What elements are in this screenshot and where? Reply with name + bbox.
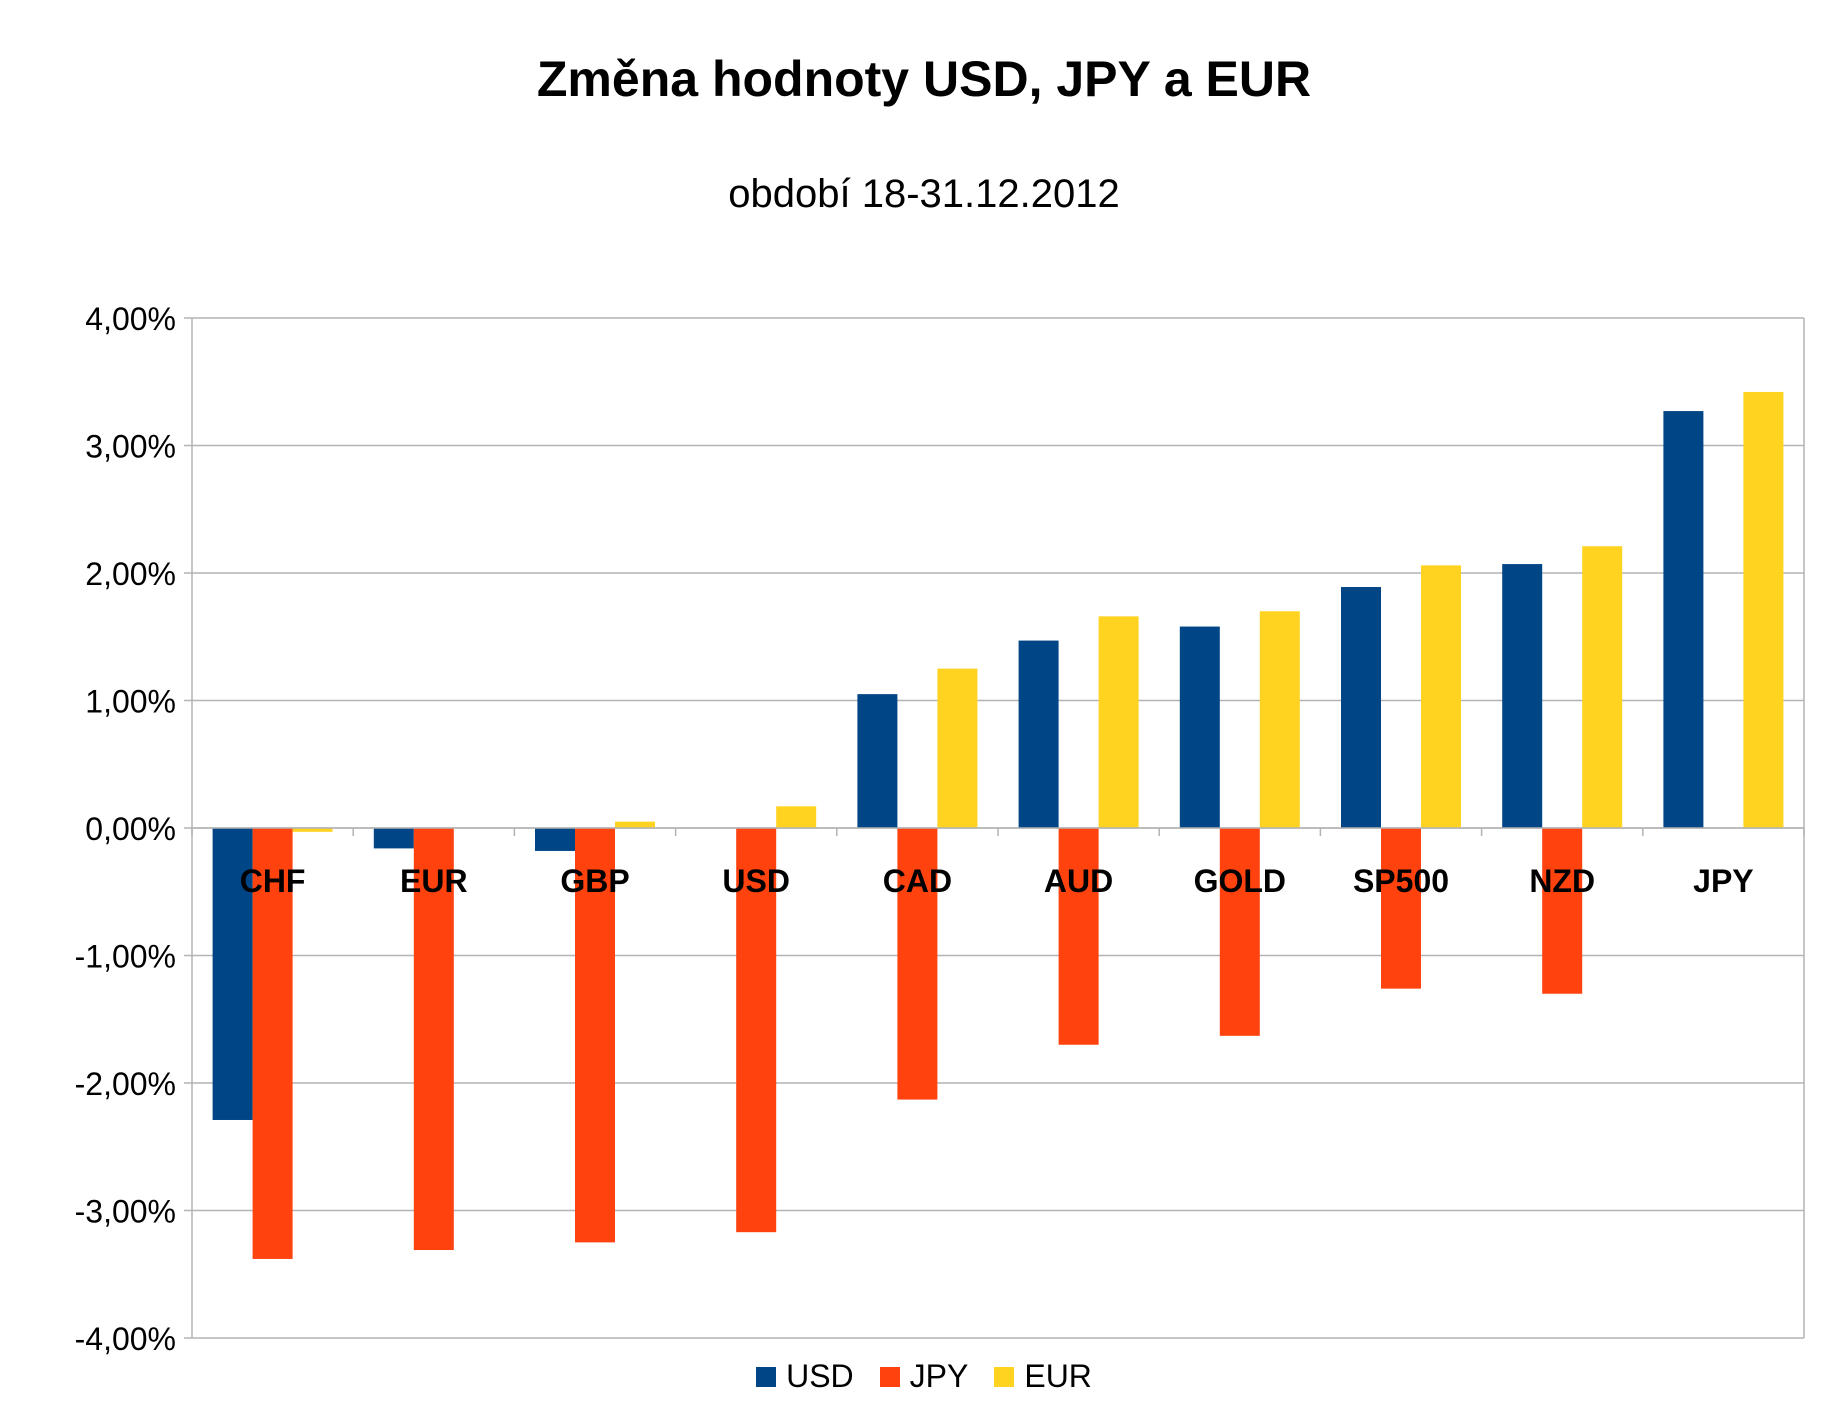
- bar-usd-gold: [1179, 626, 1220, 828]
- bar-jpy-cad: [897, 828, 938, 1100]
- bar-usd-chf: [212, 828, 253, 1120]
- x-tick-label: AUD: [1044, 863, 1113, 899]
- legend-label: EUR: [1024, 1358, 1092, 1394]
- x-tick-label: CHF: [240, 863, 306, 899]
- bar-jpy-usd: [736, 828, 777, 1233]
- x-tick-label: USD: [722, 863, 790, 899]
- legend-item-eur: EUR: [994, 1358, 1092, 1395]
- legend-swatch: [756, 1366, 777, 1387]
- legend-item-usd: USD: [756, 1358, 854, 1395]
- x-tick-label: GOLD: [1194, 863, 1286, 899]
- x-tick-label: NZD: [1529, 863, 1595, 899]
- bar-usd-nzd: [1502, 564, 1543, 828]
- bar-eur-jpy: [1743, 391, 1784, 828]
- bar-jpy-sp500: [1381, 828, 1421, 989]
- bar-usd-jpy: [1663, 411, 1704, 828]
- bar-eur-chf: [292, 828, 333, 832]
- bar-eur-cad: [937, 668, 978, 828]
- bar-usd-gbp: [535, 828, 575, 851]
- bar-jpy-nzd: [1542, 828, 1583, 994]
- bar-jpy-eur: [413, 828, 454, 1251]
- bar-eur-nzd: [1582, 546, 1623, 828]
- y-tick-label: 1,00%: [85, 684, 176, 720]
- y-tick-label: 0,00%: [85, 811, 176, 847]
- legend-swatch: [994, 1366, 1015, 1387]
- y-tick-label: -3,00%: [75, 1194, 176, 1230]
- bar-eur-aud: [1098, 616, 1139, 828]
- x-tick-label: CAD: [883, 863, 952, 899]
- bar-jpy-gbp: [575, 828, 615, 1243]
- y-tick-label: 3,00%: [85, 429, 176, 465]
- chart-subtitle: období 18-31.12.2012: [728, 172, 1120, 216]
- bar-usd-eur: [373, 828, 414, 849]
- bar-eur-gold: [1259, 611, 1300, 828]
- bar-usd-aud: [1018, 640, 1059, 828]
- bar-eur-gbp: [615, 821, 655, 828]
- bar-usd-cad: [857, 694, 898, 828]
- y-tick-label: -2,00%: [75, 1066, 176, 1102]
- y-tick-label: -4,00%: [75, 1321, 176, 1357]
- y-tick-label: 4,00%: [85, 301, 176, 337]
- legend-item-jpy: JPY: [879, 1358, 969, 1395]
- chart-title: Změna hodnoty USD, JPY a EUR: [536, 51, 1312, 107]
- legend-label: JPY: [909, 1358, 969, 1394]
- bar-jpy-aud: [1058, 828, 1099, 1045]
- legend: USD JPY EUR: [0, 1358, 1848, 1395]
- bar-jpy-chf: [252, 828, 293, 1259]
- bar-eur-usd: [776, 806, 817, 828]
- y-tick-label: 2,00%: [85, 556, 176, 592]
- y-tick-label: -1,00%: [75, 939, 176, 975]
- x-tick-label: GBP: [560, 863, 629, 899]
- x-tick-label: EUR: [400, 863, 468, 899]
- bar-eur-sp500: [1421, 565, 1461, 828]
- legend-label: USD: [786, 1358, 854, 1394]
- x-tick-label: SP500: [1353, 863, 1449, 899]
- bar-usd-sp500: [1341, 587, 1381, 828]
- legend-swatch: [879, 1366, 900, 1387]
- x-tick-label: JPY: [1693, 863, 1753, 899]
- bar-jpy-gold: [1219, 828, 1260, 1036]
